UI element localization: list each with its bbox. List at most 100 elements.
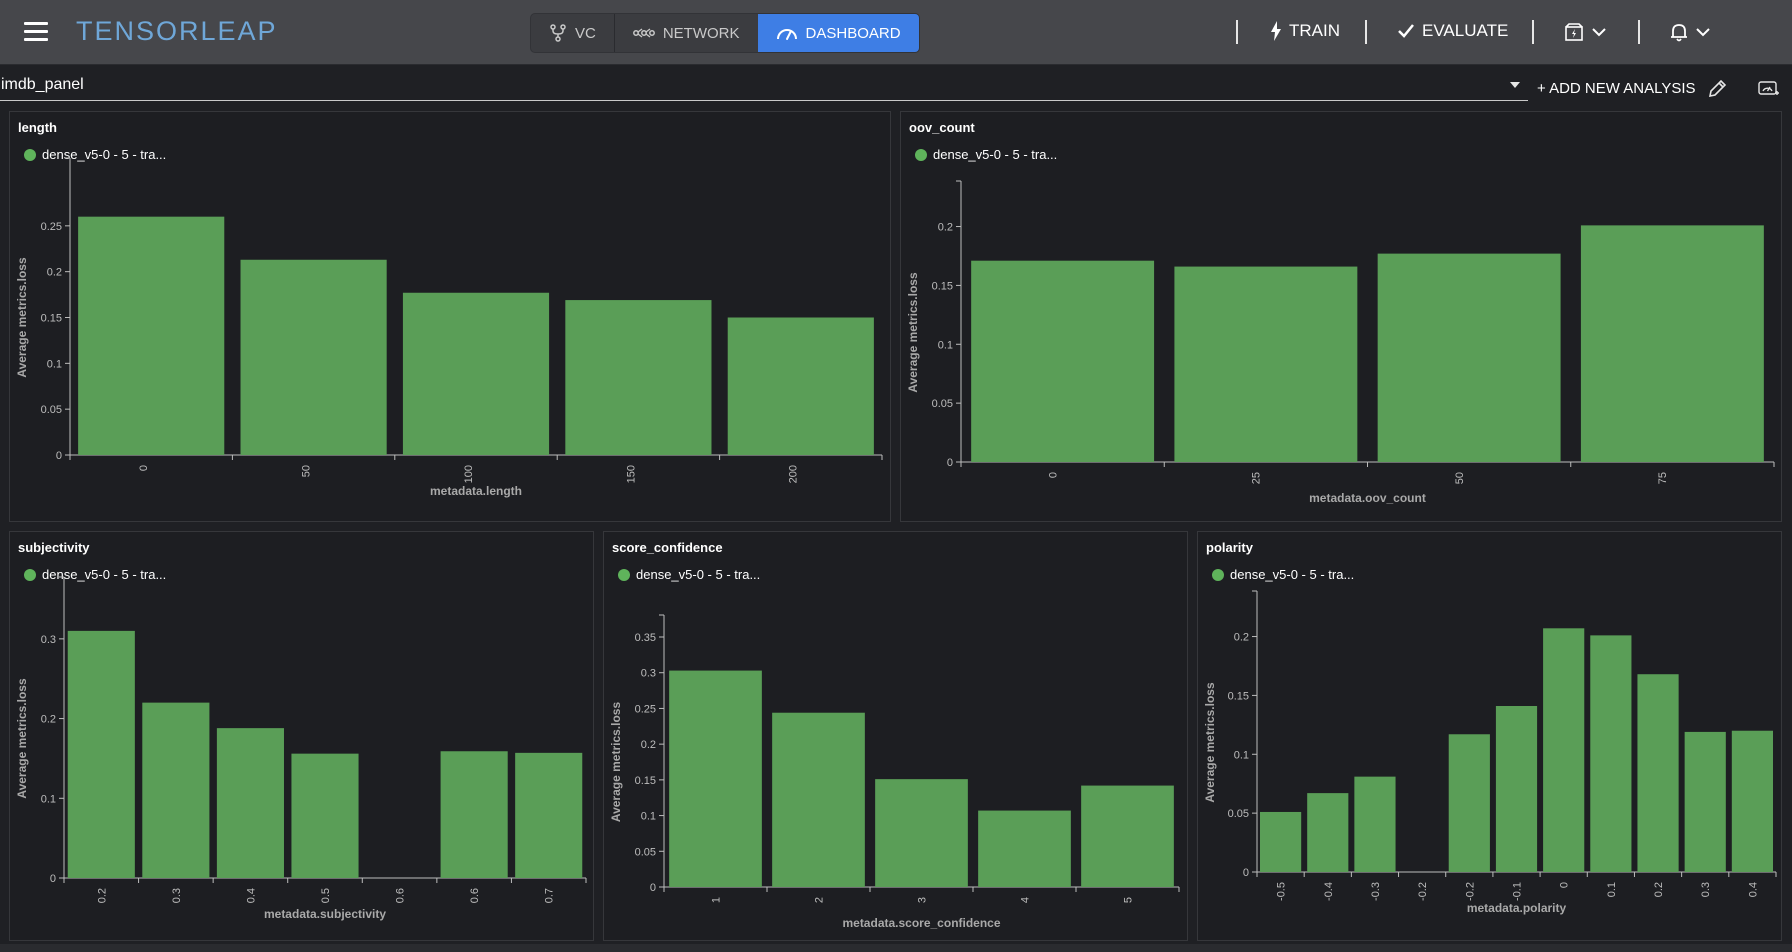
train-button[interactable]: TRAIN: [1270, 21, 1340, 41]
bar[interactable]: [440, 751, 508, 878]
nav-network-button[interactable]: NETWORK: [613, 14, 758, 52]
legend-label: dense_v5-0 - 5 - tra...: [636, 567, 761, 582]
bar[interactable]: [1590, 635, 1632, 872]
bar[interactable]: [772, 712, 865, 887]
x-tick-label: 0: [1047, 472, 1059, 478]
nav-dashboard-label: DASHBOARD: [805, 24, 901, 42]
bar[interactable]: [978, 810, 1071, 887]
lightning-icon: [1271, 21, 1281, 41]
app-logo: TENSORLEAP: [76, 16, 278, 46]
x-tick-label: 200: [788, 465, 800, 483]
bar[interactable]: [1495, 706, 1538, 872]
x-axis-title: metadata.length: [430, 484, 522, 498]
bar-chart: 0 0.05 0.1 0.15 0.2 0 25 50 75 metadata.oov_count…: [906, 180, 1775, 505]
bar[interactable]: [291, 753, 359, 878]
bar[interactable]: [971, 260, 1155, 462]
add-new-analysis-button[interactable]: + ADD NEW ANALYSIS: [1537, 80, 1696, 97]
x-tick-label: 0.6: [395, 888, 407, 903]
bar[interactable]: [515, 752, 583, 878]
bar[interactable]: [875, 779, 968, 887]
chart-title: subjectivity: [18, 540, 90, 555]
y-tick-label: 0.2: [41, 714, 56, 726]
legend-item[interactable]: dense_v5-0 - 5 - tra...: [618, 567, 760, 582]
bar[interactable]: [1174, 266, 1358, 462]
legend-dot-icon: [24, 148, 36, 161]
x-axis-title: metadata.polarity: [1467, 901, 1567, 915]
x-tick-label: 0.7: [544, 888, 556, 903]
legend-item[interactable]: dense_v5-0 - 5 - tra...: [24, 567, 166, 582]
panel-select[interactable]: imdb_panel: [0, 70, 1528, 101]
legend-item[interactable]: dense_v5-0 - 5 - tra...: [24, 147, 166, 162]
x-tick-label: 0.3: [1700, 882, 1712, 897]
y-tick-label: 0.25: [41, 221, 62, 233]
x-tick-label: 4: [1020, 897, 1032, 903]
bottom-scroll-area: [0, 944, 1792, 952]
x-tick-label: -0.4: [1323, 882, 1335, 901]
bar[interactable]: [1637, 674, 1679, 872]
bar[interactable]: [1307, 793, 1349, 872]
y-tick-label: 0.2: [641, 739, 656, 751]
chart-title: polarity: [1206, 540, 1253, 555]
bar[interactable]: [1354, 776, 1396, 872]
bar[interactable]: [565, 300, 712, 455]
chart-card-subjectivity: subjectivity dense_v5-0 - 5 - tra... 0 0.1 0…: [9, 531, 594, 941]
y-tick-label: 0.15: [41, 313, 62, 325]
notifications-dropdown[interactable]: [1670, 22, 1710, 42]
bar[interactable]: [1684, 731, 1726, 872]
evaluate-button[interactable]: EVALUATE: [1397, 21, 1508, 41]
bar[interactable]: [216, 728, 284, 878]
bar[interactable]: [1081, 785, 1174, 887]
y-tick-label: 0.3: [41, 634, 56, 646]
bar[interactable]: [67, 630, 135, 878]
nav-vc-button[interactable]: VC: [531, 14, 614, 52]
bar[interactable]: [1260, 811, 1302, 872]
bar[interactable]: [402, 292, 550, 455]
x-tick-label: 50: [1454, 472, 1466, 484]
jobs-icon: [1565, 23, 1583, 41]
nav-dashboard-button[interactable]: DASHBOARD: [757, 14, 919, 52]
bar[interactable]: [1448, 734, 1490, 872]
y-tick-label: 0.05: [1228, 808, 1249, 820]
legend-label: dense_v5-0 - 5 - tra...: [42, 567, 167, 582]
legend-item[interactable]: dense_v5-0 - 5 - tra...: [915, 147, 1057, 162]
y-axis-title: Average metrics.loss: [15, 257, 29, 378]
bar[interactable]: [1580, 225, 1764, 462]
y-tick-label: 0.2: [1234, 632, 1249, 644]
chart-title: oov_count: [909, 120, 975, 135]
caret-down-icon: [1510, 82, 1520, 88]
gauge-icon: [776, 29, 797, 40]
jobs-dropdown[interactable]: [1564, 22, 1606, 42]
y-tick-label: 0.15: [932, 280, 953, 292]
y-tick-label: 0.1: [47, 358, 62, 370]
view-switcher: VC NETWORK DASHBOARD: [531, 14, 919, 52]
divider: [1236, 20, 1238, 44]
y-tick-label: 0.1: [641, 811, 656, 823]
x-tick-label: 2: [814, 897, 826, 903]
x-tick-label: 0.5: [320, 888, 332, 903]
panel-select-value: imdb_panel: [1, 76, 84, 93]
x-tick-label: 0.3: [171, 888, 183, 903]
bar[interactable]: [1543, 628, 1585, 872]
y-tick-label: 0: [56, 450, 62, 462]
top-bar: TENSORLEAP VC NETWORK: [0, 0, 1792, 65]
y-tick-label: 0: [50, 873, 56, 885]
chart-title: score_confidence: [612, 540, 723, 555]
bar[interactable]: [727, 317, 874, 456]
x-tick-label: 0.2: [96, 888, 108, 903]
bar[interactable]: [1377, 253, 1561, 462]
x-axis-title: metadata.score_confidence: [842, 916, 1000, 930]
bar[interactable]: [142, 702, 210, 878]
x-tick-label: 25: [1251, 472, 1263, 484]
bar[interactable]: [78, 216, 225, 455]
y-tick-label: 0: [1243, 867, 1249, 879]
bar-chart: 0 0.05 0.1 0.15 0.2 0.25 0.3 0.35 1 2 3 4 5 metadata.…: [609, 614, 1180, 930]
menu-icon[interactable]: [24, 22, 48, 42]
bar[interactable]: [1731, 730, 1773, 872]
bar[interactable]: [240, 259, 387, 455]
legend-item[interactable]: dense_v5-0 - 5 - tra...: [1212, 567, 1354, 582]
chart-card-score_confidence: score_confidence dense_v5-0 - 5 - tra... 0…: [603, 531, 1188, 941]
y-axis-title: Average metrics.loss: [906, 272, 920, 393]
pencil-icon[interactable]: [1706, 78, 1728, 100]
bar[interactable]: [669, 670, 762, 887]
add-dashlet-icon[interactable]: [1758, 80, 1780, 98]
